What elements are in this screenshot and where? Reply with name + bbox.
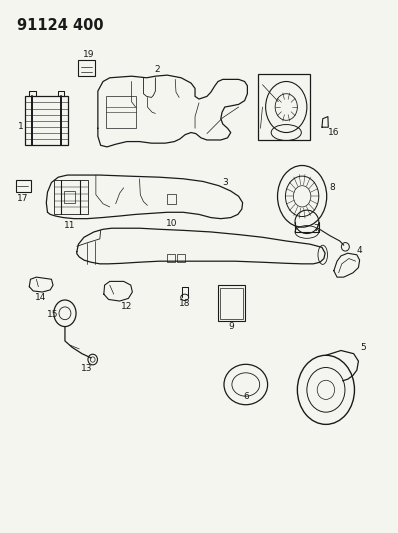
- Bar: [25, 96, 68, 146]
- Bar: [16, 180, 31, 192]
- Text: 7: 7: [313, 224, 319, 233]
- Bar: [167, 194, 176, 204]
- Text: 91124 400: 91124 400: [17, 18, 103, 33]
- Text: 6: 6: [243, 392, 249, 401]
- Text: 12: 12: [121, 302, 133, 311]
- Bar: [167, 254, 175, 262]
- Bar: [54, 180, 88, 214]
- Bar: [258, 74, 310, 140]
- Text: 13: 13: [82, 364, 93, 373]
- Text: 9: 9: [228, 321, 234, 330]
- Text: 11: 11: [64, 221, 76, 230]
- Text: 2: 2: [154, 66, 160, 74]
- Bar: [106, 96, 136, 128]
- Text: 18: 18: [179, 299, 191, 308]
- Text: 17: 17: [17, 194, 28, 203]
- Bar: [177, 254, 185, 262]
- Text: 16: 16: [328, 128, 339, 137]
- Bar: [78, 60, 95, 76]
- Bar: [218, 285, 245, 321]
- Text: 3: 3: [222, 178, 228, 187]
- Text: 4: 4: [357, 246, 363, 255]
- Text: 19: 19: [83, 51, 94, 59]
- Bar: [220, 288, 243, 319]
- Bar: [64, 191, 75, 203]
- Text: 5: 5: [361, 343, 367, 352]
- Text: 15: 15: [47, 310, 58, 319]
- Text: 14: 14: [35, 293, 46, 302]
- Text: 8: 8: [329, 183, 335, 192]
- Text: 1: 1: [18, 122, 24, 131]
- Text: 10: 10: [166, 220, 177, 229]
